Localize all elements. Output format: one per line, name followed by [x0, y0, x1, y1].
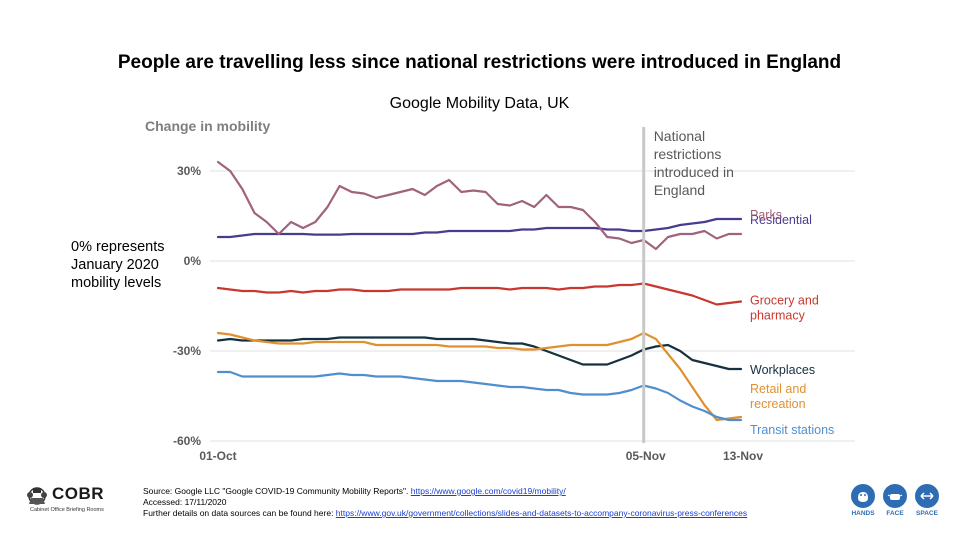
series-label: Transit stations	[750, 423, 834, 437]
series-line-grocery-and-pharmacy	[216, 282, 743, 306]
baseline-note-line: 0% represents	[71, 239, 165, 255]
footer-source: Source: Google LLC "Google COVID-19 Comm…	[143, 486, 843, 519]
source-text: Source: Google LLC "Google COVID-19 Comm…	[143, 486, 411, 496]
cobr-subtitle: Cabinet Office Briefing Rooms	[30, 507, 104, 513]
restrictions-annotation: introduced in	[654, 164, 734, 180]
hands-label: HANDS	[851, 510, 875, 517]
space-label: SPACE	[916, 510, 938, 517]
series-line-parks	[216, 160, 743, 251]
hands-icon	[858, 492, 868, 502]
y-tick-label: 0%	[184, 254, 202, 268]
baseline-note-line: mobility levels	[71, 275, 162, 291]
y-axis-label: Change in mobility	[145, 118, 270, 134]
series-label: pharmacy	[750, 309, 806, 323]
crest-icon	[27, 487, 47, 505]
y-tick-label: -30%	[173, 344, 201, 358]
baseline-note-line: January 2020	[71, 257, 159, 273]
space-badge: SPACE	[912, 484, 942, 517]
series-label: Grocery and	[750, 294, 819, 308]
y-tick-label: 30%	[177, 164, 201, 178]
x-tick-label: 05-Nov	[626, 449, 666, 463]
page-title: People are travelling less since nationa…	[117, 52, 842, 73]
series-label: Parks	[750, 208, 782, 222]
cobr-name: COBR	[52, 484, 105, 503]
series-line-residential	[216, 217, 743, 239]
chart-subtitle: Google Mobility Data, UK	[389, 95, 570, 112]
y-tick-label: -60%	[173, 434, 201, 448]
accessed-text: Accessed: 17/11/2020	[143, 497, 227, 507]
series-label: Workplaces	[750, 363, 815, 377]
cobr-logo: COBR Cabinet Office Briefing Rooms	[22, 484, 112, 520]
details-text: Further details on data sources can be f…	[143, 508, 336, 518]
restrictions-annotation: restrictions	[654, 146, 722, 162]
details-link[interactable]: https://www.gov.uk/government/collection…	[335, 508, 748, 518]
space-icon	[920, 492, 934, 500]
series-line-transit-stations	[216, 370, 743, 422]
restrictions-annotation: National	[654, 128, 705, 144]
series-label: Retail and	[750, 382, 806, 396]
series-line-workplaces	[216, 336, 743, 371]
hands-face-space-logo: HANDS FACE SPACE	[848, 484, 948, 524]
face-badge: FACE	[880, 484, 910, 517]
x-tick-label: 01-Oct	[199, 449, 236, 463]
baseline-note: 0% represents January 2020 mobility leve…	[71, 238, 191, 292]
face-label: FACE	[886, 510, 904, 517]
source-link[interactable]: https://www.google.com/covid19/mobility/	[410, 486, 566, 496]
series-label: recreation	[750, 397, 806, 411]
restrictions-annotation: England	[654, 182, 705, 198]
x-tick-label: 13-Nov	[723, 449, 763, 463]
hands-badge: HANDS	[848, 484, 878, 517]
series-label: Residential	[750, 213, 812, 227]
series-line-retail-and-recreation	[216, 331, 743, 422]
face-mask-icon	[887, 494, 903, 500]
